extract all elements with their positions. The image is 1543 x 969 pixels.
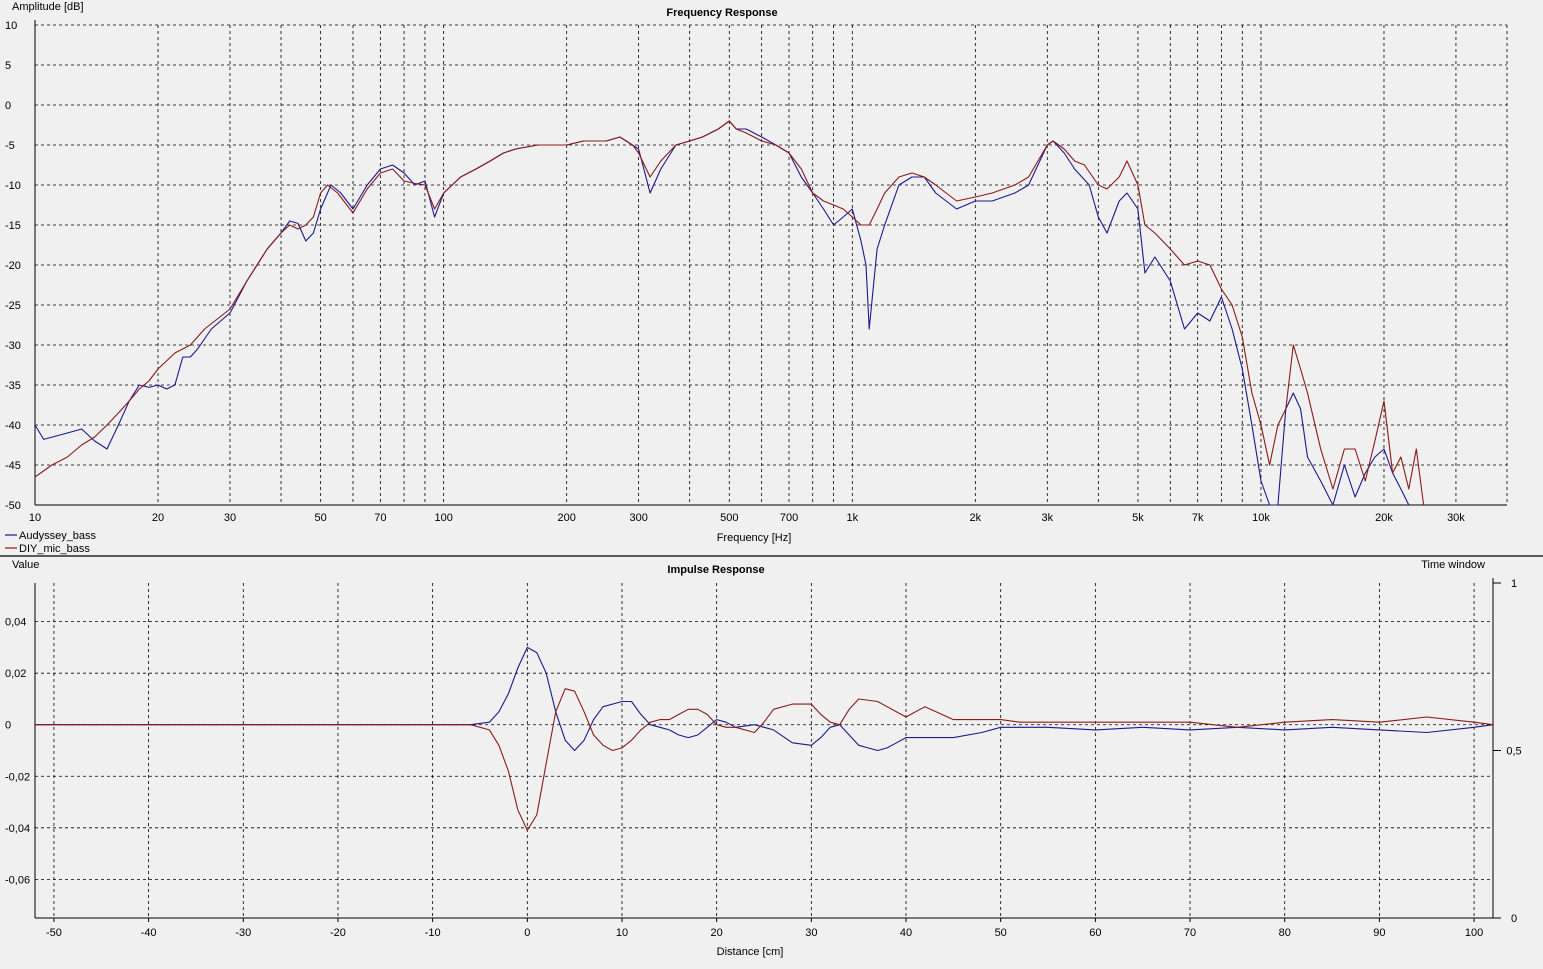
fr-x-tick-label: 30 <box>224 512 236 524</box>
fr-series-line-diy-mic <box>34 120 1425 506</box>
fr-y-tick-label: -35 <box>5 380 21 392</box>
fr-y-axis-label: Amplitude [dB] <box>12 1 84 13</box>
ir-x-tick-label: 40 <box>900 927 912 939</box>
ir-x-tick-label: -30 <box>235 927 251 939</box>
ir-right-axis-label: Time window <box>1421 559 1485 571</box>
fr-x-tick-label: 20 <box>152 512 164 524</box>
ir-x-tick-label: 30 <box>805 927 817 939</box>
fr-x-tick-label: 10k <box>1252 512 1270 524</box>
ir-right-tick-label: 1 <box>1511 578 1517 590</box>
fr-series <box>34 120 1425 506</box>
ir-x-tick-label: 90 <box>1373 927 1385 939</box>
fr-x-tick-label: 500 <box>720 512 738 524</box>
fr-x-tick-label: 10 <box>29 512 41 524</box>
fr-y-tick-label: -50 <box>5 500 21 512</box>
ir-y-tick-label: 0 <box>5 720 11 732</box>
fr-y-tick-label: -45 <box>5 460 21 472</box>
ir-x-tick-label: -10 <box>425 927 441 939</box>
ir-y-tick-label: -0,02 <box>5 771 30 783</box>
fr-x-tick-label: 3k <box>1041 512 1053 524</box>
fr-x-tick-label: 300 <box>629 512 647 524</box>
fr-y-tick-label: -20 <box>5 260 21 272</box>
fr-x-tick-label: 5k <box>1132 512 1144 524</box>
ir-right-tick-label: 0 <box>1511 913 1517 925</box>
fr-x-axis-label: Frequency [Hz] <box>717 532 792 544</box>
ir-tick-labels: 0,04 0,02 0 -0,02 -0,04 -0,06 -50 -40 -30 -20 -10 0… <box>5 578 1522 939</box>
fr-x-tick-label: 7k <box>1192 512 1204 524</box>
ir-y-tick-label: -0,04 <box>5 823 30 835</box>
fr-y-tick-label: -15 <box>5 220 21 232</box>
fr-x-tick-label: 70 <box>374 512 386 524</box>
fr-y-tick-label: -30 <box>5 340 21 352</box>
fr-grid <box>35 24 1508 505</box>
fr-y-tick-label: 0 <box>5 100 11 112</box>
fr-x-tick-label: 2k <box>970 512 982 524</box>
ir-x-tick-label: -20 <box>330 927 346 939</box>
fr-x-tick-label: 1k <box>846 512 858 524</box>
ir-x-tick-label: 80 <box>1279 927 1291 939</box>
ir-x-tick-label: 10 <box>616 927 628 939</box>
ir-title: Impulse Response <box>667 564 764 576</box>
ir-y-tick-label: -0,06 <box>5 874 30 886</box>
legend-label-audyssey: Audyssey_bass <box>19 530 97 542</box>
ir-axes <box>34 578 1494 919</box>
fr-axes <box>34 20 1507 506</box>
fr-title: Frequency Response <box>666 7 777 19</box>
fr-x-tick-label: 20k <box>1375 512 1393 524</box>
fr-y-tick-label: -5 <box>5 140 15 152</box>
ir-x-tick-label: 60 <box>1089 927 1101 939</box>
fr-legend: Audyssey_bass DIY_mic_bass <box>5 530 97 555</box>
fr-x-tick-label: 100 <box>434 512 452 524</box>
fr-x-tick-label: 50 <box>315 512 327 524</box>
ir-x-tick-label: -40 <box>141 927 157 939</box>
ir-x-tick-label: 70 <box>1184 927 1196 939</box>
ir-grid <box>35 583 1493 918</box>
fr-y-tick-label: -25 <box>5 300 21 312</box>
fr-y-tick-label: 5 <box>5 60 11 72</box>
fr-y-tick-label: -10 <box>5 180 21 192</box>
ir-x-tick-label: -50 <box>46 927 62 939</box>
ir-x-tick-label: 20 <box>711 927 723 939</box>
legend-label-diy-mic: DIY_mic_bass <box>19 543 90 555</box>
fr-x-tick-label: 200 <box>557 512 575 524</box>
ir-series-line-diy-mic <box>35 688 1494 831</box>
fr-x-tick-label: 700 <box>780 512 798 524</box>
ir-y-tick-label: 0,02 <box>5 668 26 680</box>
ir-x-tick-label: 50 <box>995 927 1007 939</box>
ir-series <box>35 646 1494 831</box>
ir-x-tick-label: 0 <box>524 927 530 939</box>
fr-y-tick-label: -40 <box>5 420 21 432</box>
fr-x-tick-label: 30k <box>1447 512 1465 524</box>
fr-y-tick-label: 10 <box>5 20 17 32</box>
impulse-response-panel: 0,04 0,02 0 -0,02 -0,04 -0,06 -50 -40 -30 -20 -10 0… <box>5 559 1522 958</box>
ir-x-axis-label: Distance [cm] <box>717 946 784 958</box>
ir-y-axis-label: Value <box>12 559 39 571</box>
ir-x-tick-label: 100 <box>1465 927 1483 939</box>
ir-right-tick-label: 0,5 <box>1506 746 1521 758</box>
ir-y-tick-label: 0,04 <box>5 617 26 629</box>
